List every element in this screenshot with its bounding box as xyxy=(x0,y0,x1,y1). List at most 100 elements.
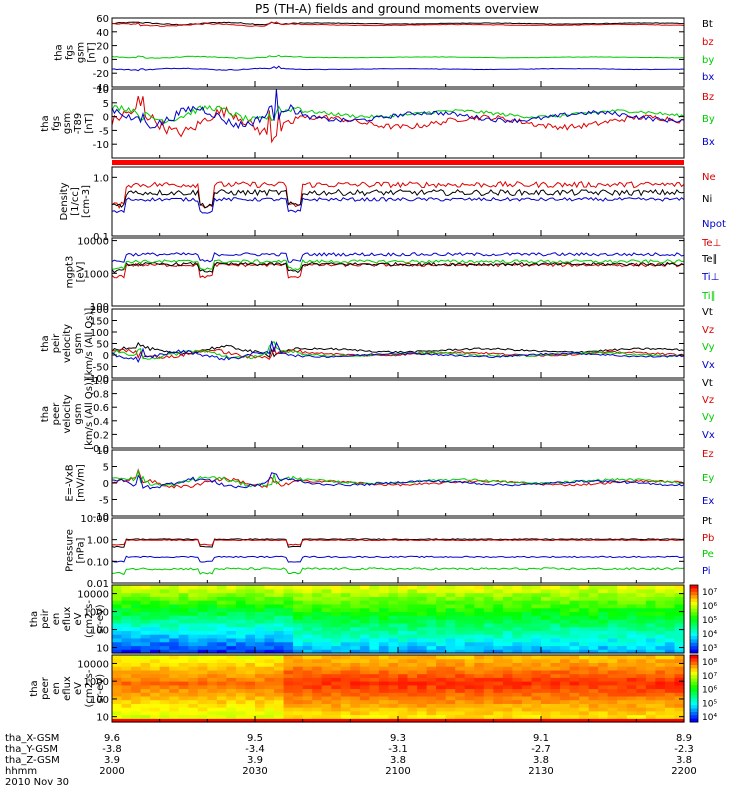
spectrogram-cell xyxy=(255,641,266,647)
spectrogram-cell xyxy=(407,611,418,616)
y-axis-label-line: Pressure xyxy=(65,529,76,572)
spectrogram-cell xyxy=(655,645,666,650)
spectrogram-cell xyxy=(302,585,313,590)
spectrogram-cell xyxy=(140,585,151,590)
spectrogram-cell xyxy=(150,662,161,667)
spectrogram-cell xyxy=(464,645,475,650)
spectrogram-cell xyxy=(617,622,628,628)
spectrogram-cell xyxy=(235,619,246,624)
spectrogram-cell xyxy=(531,710,542,716)
spectrogram-cell xyxy=(464,641,475,647)
spectrogram-cell xyxy=(350,718,361,723)
y-axis-label-line: velocity xyxy=(62,324,73,363)
spectrogram-cell xyxy=(255,637,266,643)
spectrogram-cell xyxy=(521,611,532,616)
spectrogram-cell xyxy=(588,600,599,605)
spectrogram-cell xyxy=(312,692,323,697)
spectrogram-cell xyxy=(645,645,656,650)
spectrogram-cell xyxy=(579,666,590,671)
y-axis-label-line: peer xyxy=(40,676,51,700)
spectrogram-cell xyxy=(407,592,418,597)
spectrogram-cell xyxy=(216,592,227,597)
spectrogram-cell xyxy=(255,630,266,635)
y-tick-label: 60 xyxy=(96,14,109,25)
spectrogram-cell xyxy=(235,718,246,723)
spectrogram-cell xyxy=(436,630,447,635)
spectrogram-cell xyxy=(340,662,351,667)
spectrogram-cell xyxy=(445,699,456,704)
spectrogram-cell xyxy=(636,641,647,647)
spectrogram-cell xyxy=(312,714,323,719)
spectrogram-cell xyxy=(331,603,342,609)
spectrogram-cell xyxy=(417,666,428,671)
spectrogram-cell xyxy=(226,622,237,628)
spectrogram-cell xyxy=(207,626,218,631)
spectrogram-cell xyxy=(331,692,342,697)
spectrogram-cell xyxy=(369,718,380,723)
spectrogram-cell xyxy=(178,585,189,590)
spectrogram-cell xyxy=(550,641,561,647)
spectrogram-cell xyxy=(426,611,437,616)
spectrogram-cell xyxy=(636,619,647,624)
spectrogram-cell xyxy=(255,645,266,650)
spectrogram-cell xyxy=(674,695,685,701)
spectrogram-cell xyxy=(407,677,418,682)
spectrogram-cell xyxy=(207,655,218,660)
spectrogram-cell xyxy=(645,600,656,605)
spectrogram-cell xyxy=(474,611,485,616)
y-axis-label-line: en xyxy=(51,682,62,695)
spectrogram-cell xyxy=(264,611,275,616)
spectrogram-cell xyxy=(150,641,161,647)
spectrogram-cell xyxy=(264,596,275,601)
colorbar-step xyxy=(690,655,698,659)
spectrogram-cell xyxy=(674,607,685,613)
spectrogram-cell xyxy=(550,688,561,693)
spectrogram-cell xyxy=(245,649,256,654)
spectrogram-cell xyxy=(483,611,494,616)
spectrogram-cell xyxy=(521,630,532,635)
spectrogram-cell xyxy=(226,695,237,701)
spectrogram-cell xyxy=(293,666,304,671)
x-axis-tick-value: -3.1 xyxy=(388,744,408,755)
spectrogram-cell xyxy=(464,607,475,613)
spectrogram-cell xyxy=(674,649,685,654)
spectrogram-cell xyxy=(150,619,161,624)
spectrogram-cell xyxy=(417,619,428,624)
spectrogram-cell xyxy=(483,630,494,635)
spectrogram-cell xyxy=(617,703,628,708)
spectrogram-cell xyxy=(474,607,485,613)
spectrogram-cell xyxy=(369,588,380,594)
spectrogram-cell xyxy=(674,603,685,609)
series-line-Bz xyxy=(111,95,685,144)
spectrogram-cell xyxy=(140,607,151,613)
colorbar-tick-label: 10⁶ xyxy=(702,602,717,612)
spectrogram-cell xyxy=(321,649,332,654)
spectrogram-cell xyxy=(207,641,218,647)
spectrogram-cell xyxy=(264,673,275,678)
spectrogram-cell xyxy=(560,669,571,675)
spectrogram-cell xyxy=(302,637,313,643)
legend-entry: Npot xyxy=(702,219,726,230)
spectrogram-cell xyxy=(502,615,513,620)
spectrogram-cell xyxy=(207,688,218,693)
spectrogram-cell xyxy=(188,695,199,701)
spectrogram-cell xyxy=(598,585,609,590)
colorbar-tick-label: 10⁴ xyxy=(702,713,717,723)
spectrogram-cell xyxy=(560,622,571,628)
spectrogram-cell xyxy=(150,695,161,701)
spectrogram-cell xyxy=(407,655,418,660)
spectrogram-cell xyxy=(417,596,428,601)
spectrogram-cell xyxy=(359,662,370,667)
spectrogram-cell xyxy=(588,634,599,639)
spectrogram-cell xyxy=(417,658,428,663)
spectrogram-cell xyxy=(655,658,666,663)
spectrogram-cell xyxy=(207,658,218,663)
spectrogram-cell xyxy=(531,655,542,660)
spectrogram-cell xyxy=(331,645,342,650)
spectrogram-cell xyxy=(369,658,380,663)
spectrogram-cell xyxy=(464,603,475,609)
spectrogram-cell xyxy=(359,677,370,682)
spectrogram-cell xyxy=(302,681,313,686)
spectrogram-cell xyxy=(359,630,370,635)
